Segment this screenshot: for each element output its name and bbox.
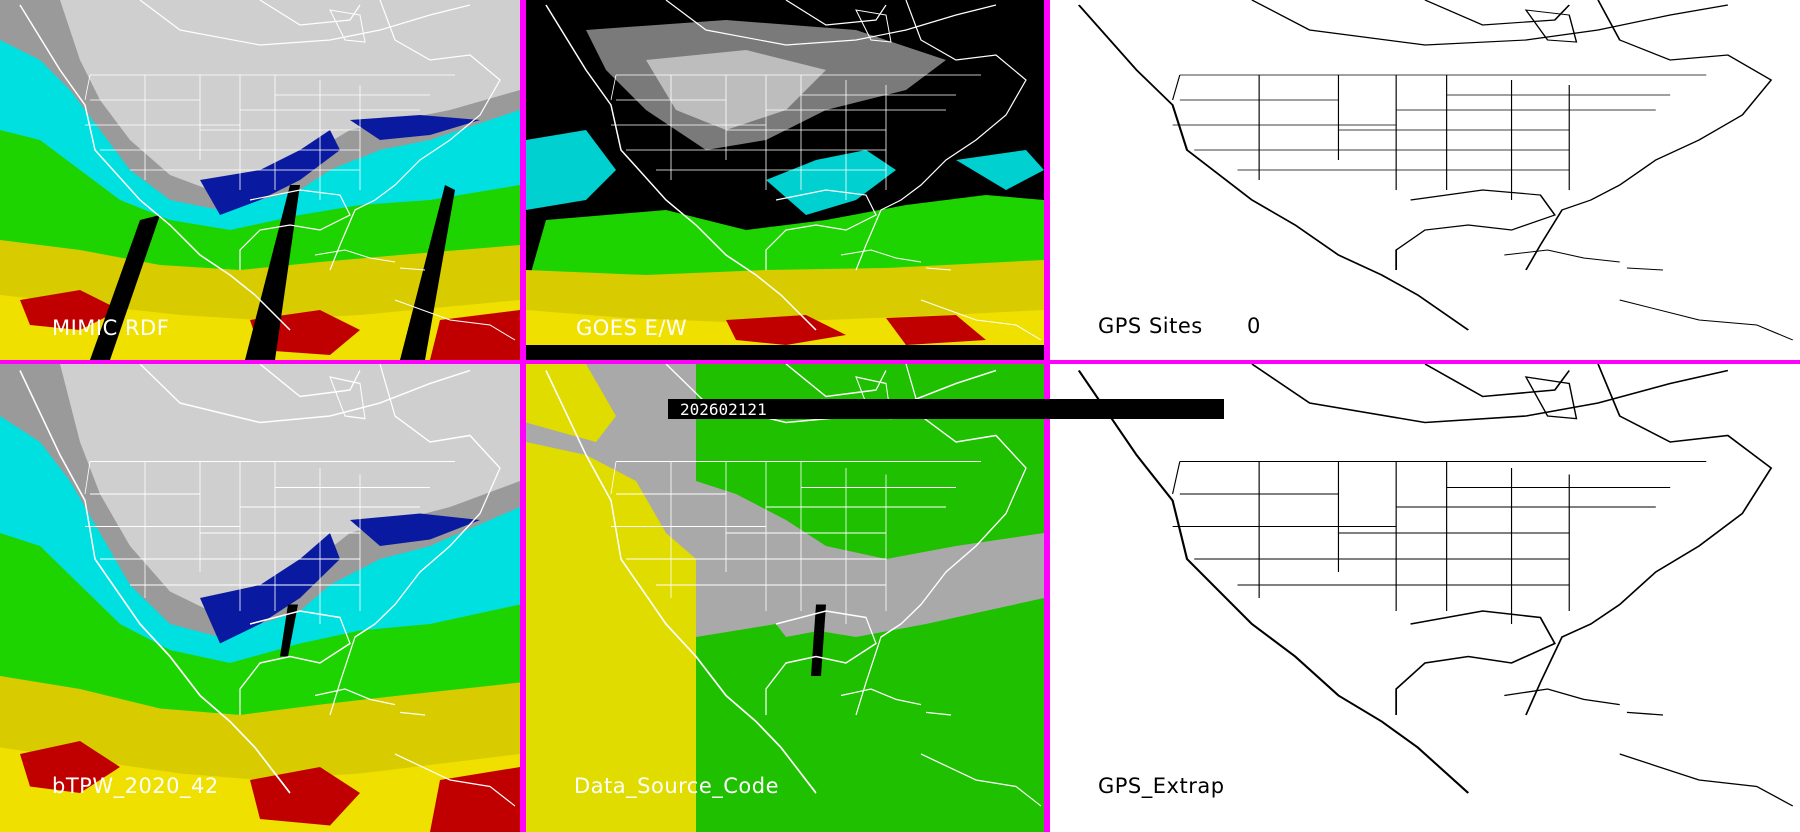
btpw-map <box>0 364 520 832</box>
panel-gps-extrap: GPS_Extrap <box>1050 364 1800 832</box>
panel-mimic-rdf: MIMIC RDF <box>0 0 520 360</box>
panel-label: GPS Sites <box>1098 314 1203 338</box>
goes-ew-map <box>526 0 1044 360</box>
panel-label: GOES E/W <box>576 316 688 340</box>
gps-sites-count: 0 <box>1247 314 1261 338</box>
panel-label: Data_Source_Code <box>574 774 780 798</box>
panel-gps-sites: GPS Sites 0 <box>1050 0 1800 360</box>
timestamp-bar: 202602121 <box>668 399 1224 419</box>
panel-label: bTPW_2020_42 <box>52 774 219 798</box>
timestamp-text: 202602121 <box>680 400 767 419</box>
horizontal-separator <box>0 360 1800 364</box>
vertical-separator <box>520 0 526 832</box>
panel-label: GPS_Extrap <box>1098 774 1225 798</box>
panel-goes-ew: GOES E/W <box>526 0 1044 360</box>
gps-sites-map <box>1050 0 1800 360</box>
panel-label: MIMIC RDF <box>52 316 170 340</box>
mimic-rdf-map <box>0 0 520 360</box>
panel-btpw: bTPW_2020_42 <box>0 364 520 832</box>
data-source-code-map <box>526 364 1044 832</box>
gps-extrap-map <box>1050 364 1800 832</box>
panel-data-source-code: Data_Source_Code <box>526 364 1044 832</box>
